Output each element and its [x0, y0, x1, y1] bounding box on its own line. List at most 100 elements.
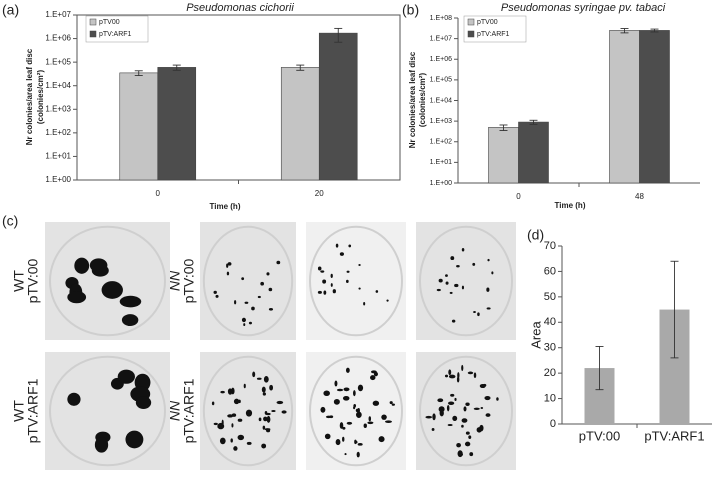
chart-title: Pseudomonas syringae pv. tabaci: [501, 2, 666, 14]
row-label: pTV:00: [181, 258, 197, 303]
y-tick-label: 1.E+06: [45, 34, 71, 43]
x-axis-label: Time (h): [555, 201, 586, 210]
lesion-spot: [324, 433, 331, 440]
error-bar: [650, 28, 659, 33]
y-tick-label: 30: [544, 342, 556, 354]
lesion-spot: [477, 312, 480, 317]
lesion-spot: [234, 300, 237, 305]
lesion-spot: [257, 295, 261, 299]
lesion-spot: [258, 417, 262, 422]
lesion-spot: [264, 428, 271, 431]
lesion-spot: [227, 388, 233, 395]
lesion-spot: [385, 420, 392, 423]
lesion-spot: [261, 386, 266, 393]
lesion-spot: [262, 392, 266, 396]
y-tick-label: 1.E+06: [430, 56, 452, 63]
lesion-spot: [454, 397, 457, 401]
y-tick-label: 1.E+00: [430, 180, 452, 187]
lesion-spot: [357, 384, 364, 392]
lesion-spot: [213, 290, 217, 294]
legend-label: pTV:ARF1: [99, 31, 132, 38]
lesion-spot: [243, 383, 246, 389]
leaf-disc-outline: [419, 225, 513, 337]
leaf-disc-outline: [202, 355, 294, 467]
lesion-spot: [336, 388, 344, 392]
error-bar: [529, 119, 538, 125]
lesion-leaf: [121, 314, 139, 326]
error-bar: [296, 64, 305, 71]
lesion-spot: [243, 323, 246, 327]
y-tick-label: 1.E+02: [45, 128, 71, 137]
y-tick-label: 1.E+02: [430, 139, 452, 146]
lesion-spot: [281, 410, 287, 414]
lesion-spot: [332, 289, 336, 294]
lesion-spot: [370, 375, 376, 381]
lesion-spot: [476, 427, 482, 433]
lesion-spot: [449, 291, 453, 294]
lesion-spot: [323, 390, 330, 397]
lesion-spot: [346, 270, 350, 273]
lesion-leaf: [94, 437, 109, 453]
lesion-spot: [245, 409, 253, 417]
lesion-spot: [241, 277, 245, 281]
leaf-disc-outline: [419, 355, 513, 467]
y-tick-label: 70: [544, 240, 556, 252]
x-tick-label: pTV:ARF1: [644, 428, 704, 443]
lesion-spot: [357, 407, 360, 414]
lesion-spot: [342, 436, 345, 442]
lesion-spot: [472, 262, 476, 266]
lesion-spot: [335, 439, 341, 446]
lesion-spot: [261, 443, 267, 449]
bar: [488, 127, 519, 184]
leaf-disc-image: [416, 352, 516, 470]
legend-label: pTV00: [99, 19, 120, 26]
lesion-spot: [468, 435, 472, 439]
lesion-spot: [244, 301, 249, 304]
lesion-spot: [260, 281, 265, 286]
bar: [318, 32, 358, 181]
bar: [518, 121, 549, 184]
lesion-spot: [378, 436, 385, 443]
bar: [639, 30, 670, 184]
lesion-spot: [334, 380, 338, 387]
lesion-spot: [264, 411, 268, 415]
lesion-spot: [220, 390, 225, 394]
leaf-disc-image: [200, 222, 296, 340]
lesion-spot: [487, 258, 490, 262]
lesion-spot: [339, 422, 344, 429]
lesion-spot: [215, 294, 219, 298]
lesion-spot: [263, 416, 268, 422]
row-label: WT: [11, 270, 27, 292]
legend-swatch: [467, 30, 475, 38]
lesion-spot: [357, 443, 363, 446]
lesion-spot: [448, 401, 455, 405]
lesion-spot: [339, 252, 344, 256]
x-tick-label: 0: [156, 189, 161, 198]
lesion-spot: [335, 243, 339, 248]
lesion-spot: [227, 414, 234, 418]
leaf-disc-outline: [309, 355, 403, 467]
lesion-spot: [461, 247, 465, 252]
y-tick-label: 1.E+03: [45, 104, 71, 113]
y-tick-label: 1.E+08: [430, 15, 452, 22]
lesion-spot: [389, 401, 393, 405]
lesion-spot: [268, 307, 274, 311]
lesion-spot: [330, 273, 333, 278]
lesion-spot: [486, 287, 490, 292]
lesion-spot: [467, 371, 474, 375]
lesion-spot: [237, 418, 243, 422]
lesion-spot: [465, 431, 470, 435]
lesion-spot: [320, 406, 326, 413]
y-axis-label: Nr colonies/area leaf disc: [25, 48, 34, 145]
x-tick-label: 0: [516, 192, 521, 201]
legend-swatch: [89, 30, 97, 38]
y-tick-label: 1.E+07: [430, 35, 452, 42]
lesion-spot: [325, 415, 332, 419]
legend-label: pTV:ARF1: [477, 31, 510, 38]
legend-swatch: [89, 18, 97, 26]
lesion-spot: [456, 442, 461, 448]
legend-box: [463, 15, 527, 43]
lesion-spot: [251, 306, 255, 311]
